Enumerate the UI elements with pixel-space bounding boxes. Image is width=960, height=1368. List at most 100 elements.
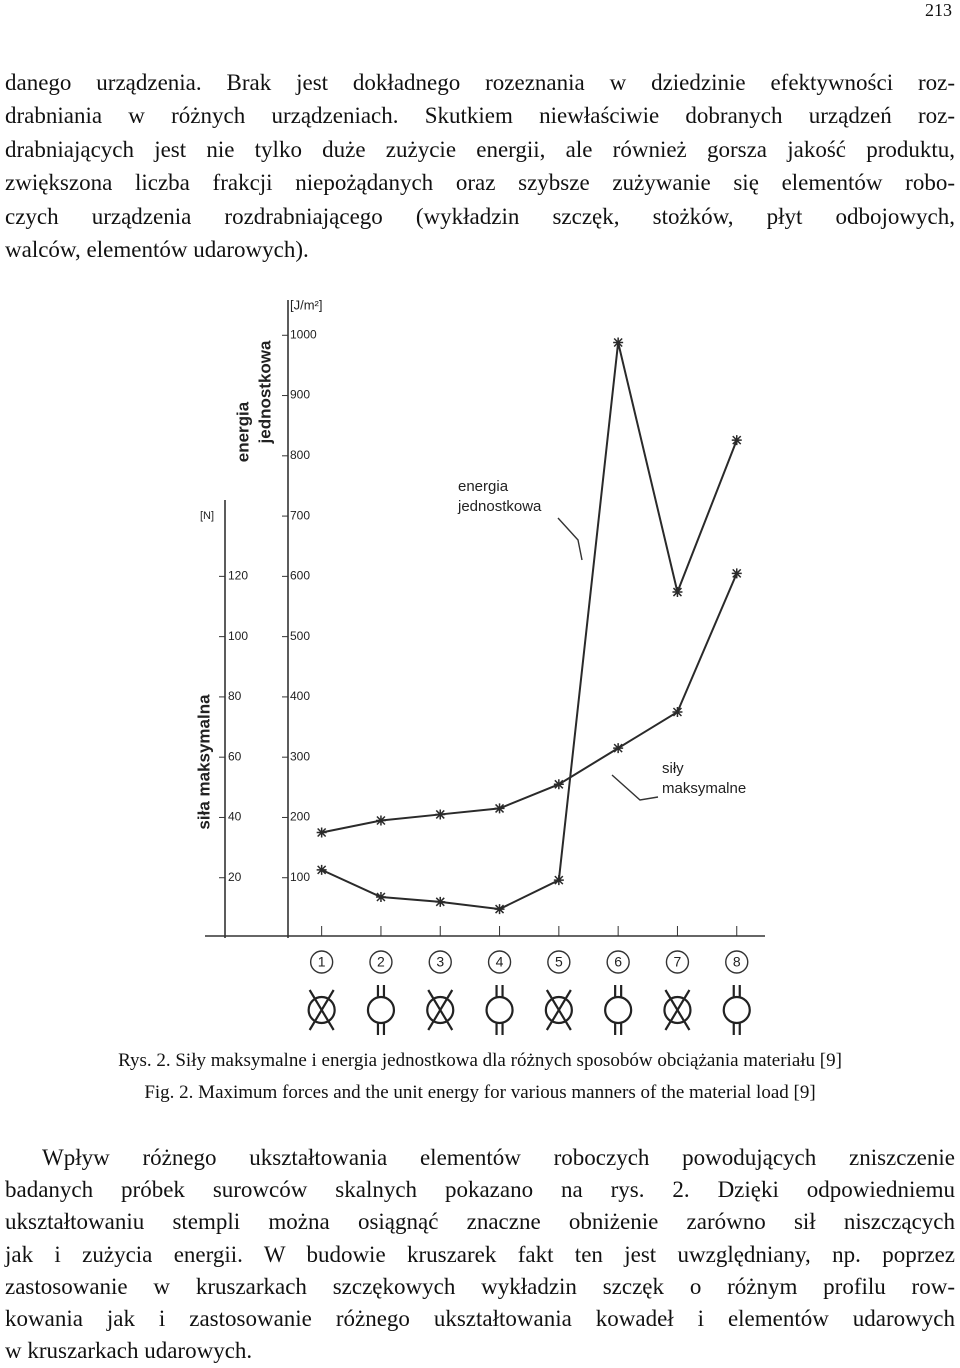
icon-line: [545, 989, 572, 1031]
y-tick-label: 40: [228, 810, 242, 824]
data-point: [613, 337, 624, 348]
y2-tick-label: 1000: [290, 327, 317, 341]
annotation: maksymalne: [662, 780, 746, 797]
y2-tick-label: 500: [290, 629, 310, 643]
category-circle: [309, 950, 334, 974]
icon-line: [495, 985, 504, 1035]
x-tick-label: 5: [555, 954, 563, 970]
icon-line: [664, 989, 691, 1031]
text-line: ukształtowaniu stempli można osiągnąć zn…: [5, 1209, 955, 1235]
data-point: [435, 896, 446, 907]
x-tick-label: 4: [496, 954, 504, 970]
data-point: [672, 587, 683, 598]
data-point: [494, 904, 505, 915]
text-line: badanych próbek surowców skalnych pokaza…: [5, 1177, 955, 1203]
y2-tick-label: 600: [290, 569, 310, 583]
text-line: zastosowanie w kruszarkach szczękowych w…: [5, 1273, 955, 1299]
y-tick-label: 120: [228, 569, 248, 583]
icon-body: [366, 995, 396, 1025]
text-line: w kruszarkach udarowych.: [5, 1338, 253, 1364]
data-point: [553, 779, 564, 790]
category-circle: [487, 950, 512, 974]
text-line: czych urządzenia rozdrabniającego (wykła…: [5, 203, 955, 229]
category-circle: [725, 950, 749, 974]
y-unit: [N]: [200, 510, 214, 522]
caption: Fig. 2. Maximum forces and the unit ener…: [144, 1082, 816, 1103]
series-line: [321, 572, 738, 834]
y2-tick-label: 800: [290, 448, 310, 462]
category-circle: [547, 950, 571, 974]
data-point: [375, 892, 386, 903]
text-line: drabniania w różnych urządzeniach. Skutk…: [5, 103, 955, 129]
y2-tick-label: 100: [290, 870, 310, 884]
text-line: drabniających jest nie tylko duże zużyci…: [5, 136, 955, 162]
data-point: [375, 815, 386, 826]
x-tick-label: 8: [733, 954, 741, 970]
y2-axis-title: jednostkowa: [255, 340, 274, 445]
text-line: jak i zużycia energii. W budowie kruszar…: [5, 1241, 955, 1267]
load-icon: [485, 985, 514, 1035]
text-line: walców, elementów udarowych).: [5, 237, 309, 262]
category-circle: [665, 950, 690, 974]
leader-line: [557, 517, 583, 561]
load-icon: [722, 985, 751, 1035]
load-icon: [663, 989, 692, 1031]
load-icon: [307, 989, 336, 1031]
data-point: [494, 803, 505, 814]
icon-line: [614, 985, 623, 1035]
load-icon: [366, 985, 396, 1035]
icon-body: [722, 995, 751, 1025]
y-tick-label: 20: [228, 870, 242, 884]
category-circle: [369, 950, 393, 974]
y-tick-label: 100: [228, 629, 248, 643]
series-line: [321, 342, 738, 911]
text-line: zwiększona liczba frakcji niepożądanych …: [5, 170, 955, 196]
icon-body: [426, 995, 455, 1025]
y2-tick-label: 400: [290, 689, 310, 703]
icon-line: [376, 985, 386, 1035]
icon-line: [427, 989, 454, 1031]
y-tick-label: 80: [228, 689, 242, 703]
icon-body: [663, 995, 692, 1025]
icon-body: [485, 995, 514, 1025]
x-tick-label: 6: [614, 954, 622, 970]
load-icon: [544, 989, 573, 1031]
icon-body: [544, 995, 573, 1025]
load-icon: [426, 989, 455, 1031]
page-number: 213: [925, 0, 952, 20]
data-point: [731, 435, 742, 446]
icon-line: [732, 985, 741, 1035]
icon-body: [307, 995, 336, 1025]
text-line: kowania jak i zastosowanie różnego ukszt…: [5, 1306, 955, 1331]
data-point: [731, 568, 742, 579]
annotation: jednostkowa: [457, 498, 542, 515]
y2-axis-title: energia: [233, 401, 252, 462]
load-icon: [604, 985, 633, 1035]
y2-tick-label: 300: [290, 749, 310, 763]
data-point: [613, 743, 624, 754]
y-axis-title: siła maksymalna: [194, 694, 213, 830]
category-circle: [606, 950, 630, 974]
data-point: [553, 875, 564, 886]
x-tick-label: 3: [436, 954, 444, 970]
data-point: [316, 827, 327, 838]
y2-unit: [J/m²]: [290, 297, 323, 312]
y2-tick-label: 700: [290, 508, 310, 522]
icon-body: [604, 995, 633, 1025]
icon-line: [308, 989, 335, 1031]
data-point: [435, 809, 446, 820]
data-point: [672, 706, 683, 717]
caption: Rys. 2. Siły maksymalne i energia jednos…: [118, 1050, 842, 1071]
annotation: siły: [662, 760, 684, 777]
y2-tick-label: 900: [290, 388, 310, 402]
data-point: [316, 864, 327, 875]
annotation: energia: [458, 478, 509, 495]
text-line: danego urządzenia. Brak jest dokładnego …: [5, 70, 955, 95]
x-tick-label: 2: [377, 954, 385, 970]
x-tick-label: 1: [318, 954, 326, 970]
x-tick-label: 7: [674, 954, 682, 970]
y2-tick-label: 200: [290, 810, 310, 824]
y-tick-label: 60: [228, 749, 242, 763]
